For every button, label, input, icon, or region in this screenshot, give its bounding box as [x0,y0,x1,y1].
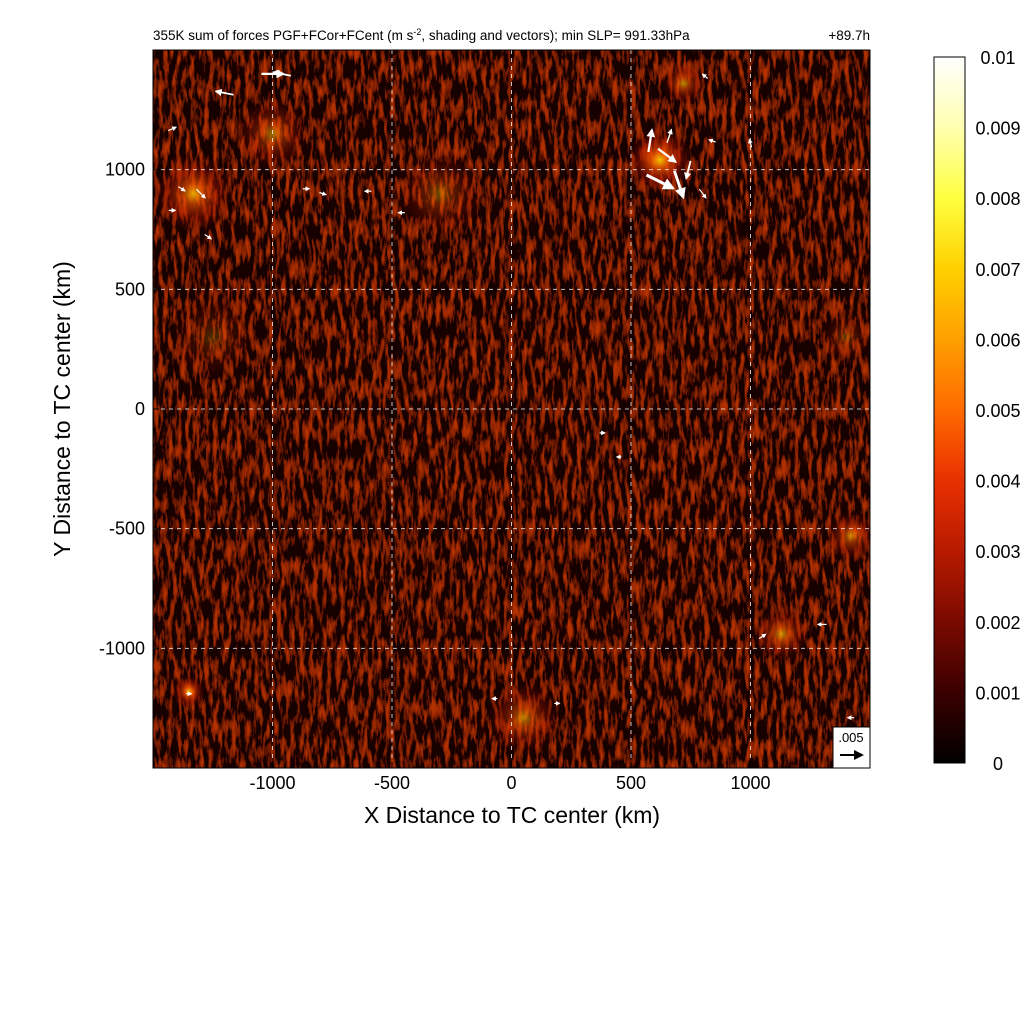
force-vector-6 [698,188,707,199]
force-vector-1 [657,147,678,163]
x-axis-ticks: -1000 -500 0 500 1000 [249,762,771,793]
force-vector-20 [708,138,716,144]
colorbar-label-8: 0.002 [975,613,1020,633]
hotspot-5 [752,605,811,663]
hotspot-9 [817,308,870,366]
force-vector-10 [195,188,206,199]
x-tick-label-4: 1000 [730,773,770,793]
y-tick-label-3: -500 [109,519,145,539]
force-vector-19 [748,138,753,148]
colorbar-label-10: 0 [993,754,1003,774]
reference-vector-box: .005 [832,726,871,769]
colorbar-label-5: 0.005 [975,401,1020,421]
y-tick-label-0: 1000 [105,160,145,180]
reference-vector-bg [832,726,871,769]
heatmap-field [153,50,870,768]
colorbar-label-6: 0.004 [975,472,1020,492]
force-vector-21 [701,73,709,79]
x-axis-title: X Distance to TC center (km) [364,802,660,828]
force-vector-18 [167,126,177,132]
y-axis-ticks: 1000 500 0 -500 -1000 [99,160,159,658]
colorbar-label-9: 0.001 [975,683,1020,703]
force-vector-5 [666,128,673,144]
colorbar-label-1: 0.009 [975,119,1020,139]
y-tick-label-4: -1000 [99,638,145,658]
x-tick-label-0: -1000 [249,773,295,793]
hotspot-8 [392,145,488,242]
force-vector-8 [271,69,292,77]
force-vector-9 [214,88,234,96]
force-vector-22 [758,633,767,640]
force-vector-3 [673,170,686,200]
y-axis-title: Y Distance to TC center (km) [49,261,75,557]
x-tick-label-3: 500 [616,773,646,793]
title-superscript: -2 [413,27,421,37]
hotspot-10 [164,289,261,386]
force-vector-11 [178,186,186,192]
hotspot-6 [824,509,870,563]
colorbar-label-7: 0.003 [975,542,1020,562]
time-label: +89.7h [828,28,870,43]
title-rest: , shading and vectors); min SLP= 991.33h… [421,28,690,43]
force-vector-15 [319,191,327,196]
x-tick-label-1: -500 [374,773,410,793]
colorbar-labels: 0.01 0.009 0.008 0.007 0.006 0.005 0.004 0.003 0… [975,48,1020,774]
y-tick-label-2: 0 [135,399,145,419]
y-tick-label-1: 500 [115,279,145,299]
force-vector-4 [684,160,692,180]
hotspot-1 [662,62,706,106]
force-vector-12 [204,234,213,240]
colorbar-label-4: 0.006 [975,330,1020,350]
hotspot-7 [485,679,562,756]
hotspot-4 [172,674,206,709]
colorbar-label-2: 0.008 [975,189,1020,209]
colorbar-label-3: 0.007 [975,260,1020,280]
vector-layer [167,69,855,721]
chart-title: 355K sum of forces PGF+FCor+FCent (m s-2… [153,27,690,43]
colorbar [933,56,966,764]
reference-vector-label: .005 [838,730,863,745]
force-vector-0 [646,128,656,153]
hotspot-2 [153,153,235,235]
force-vector-2 [645,173,676,190]
colorbar-label-0: 0.01 [980,48,1015,68]
hotspot-0 [626,126,694,194]
x-tick-label-2: 0 [506,773,516,793]
